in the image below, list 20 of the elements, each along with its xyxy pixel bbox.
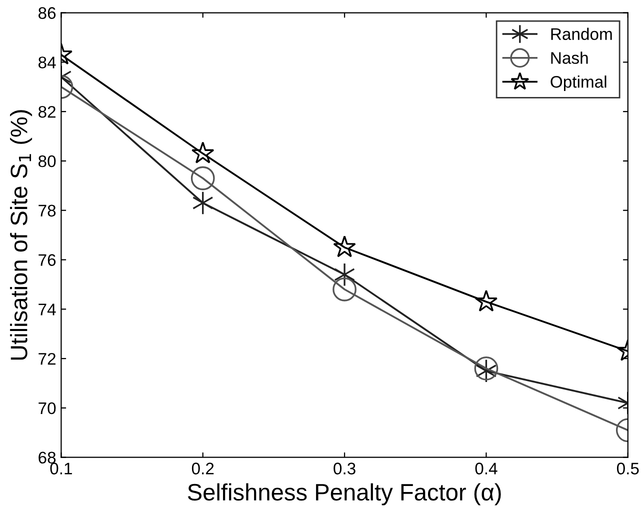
- y-axis-title: Utilisation of Site S$_{1}$ (%): [10, 110, 32, 360]
- x-tick-label: 0.2: [192, 462, 214, 474]
- legend-label: Optimal: [550, 76, 606, 92]
- y-tick-label: 84: [38, 56, 56, 68]
- y-tick-label: 80: [38, 155, 56, 168]
- y-tick-label: 68: [38, 452, 56, 464]
- x-tick-label: 0.1: [50, 462, 72, 474]
- y-tick-label: 70: [38, 402, 56, 414]
- y-tick-label: 82: [38, 106, 56, 118]
- x-tick-label: 0.4: [475, 462, 498, 474]
- x-tick-label: 0.3: [334, 462, 356, 474]
- legend-label: Random: [551, 28, 612, 40]
- x-axis-title: Selfishness Penalty Factor (α): [188, 483, 501, 506]
- x-tick-label: 0.5: [616, 462, 639, 474]
- y-tick-label: 86: [38, 7, 56, 19]
- y-tick-label: 72: [38, 352, 56, 365]
- y-tick-label: 78: [38, 204, 56, 217]
- legend-label: Nash: [551, 52, 588, 64]
- y-tick-label: 76: [38, 254, 56, 266]
- y-tick-label: 74: [38, 304, 56, 316]
